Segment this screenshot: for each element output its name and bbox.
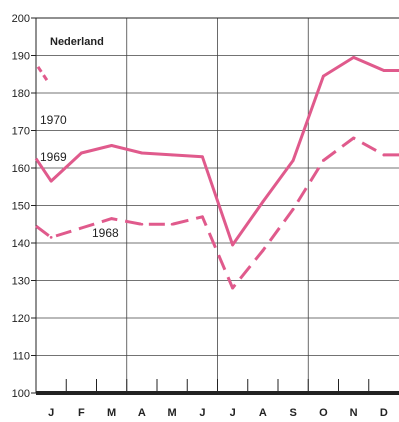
y-tick-label: 150 <box>12 201 30 213</box>
series-line-1970 <box>36 65 50 83</box>
y-tick-label: 100 <box>12 388 30 400</box>
series-label-1968: 1968 <box>92 226 119 240</box>
y-tick-label: 190 <box>12 51 30 63</box>
x-tick-label: A <box>138 407 146 419</box>
data-point <box>110 144 114 147</box>
y-tick-label: 140 <box>12 238 30 250</box>
data-point <box>321 74 325 78</box>
x-tick-label: O <box>319 407 328 419</box>
x-tick-label: S <box>289 407 296 419</box>
y-tick-label: 120 <box>12 313 30 325</box>
data-point <box>382 69 386 72</box>
data-point <box>382 153 386 157</box>
series-label-1970: 1970 <box>40 113 67 127</box>
y-tick-label: 160 <box>12 163 30 175</box>
y-tick-label: 200 <box>12 13 30 25</box>
data-point <box>79 226 83 230</box>
x-tick-label: A <box>259 407 267 419</box>
data-point <box>352 136 356 140</box>
y-tick-label: 110 <box>12 351 30 363</box>
data-point <box>140 151 144 155</box>
x-tick-label: D <box>380 407 388 419</box>
x-tick-label: J <box>48 407 54 419</box>
x-tick-label: M <box>107 407 116 419</box>
data-point <box>321 159 325 162</box>
data-point <box>231 286 235 290</box>
y-tick-label: 170 <box>12 126 30 138</box>
labels: 100 110 120 130 140 150 160 170 180 190 200 J F M A M J J… <box>12 13 388 419</box>
data-point <box>231 243 235 247</box>
data-point <box>79 151 83 155</box>
data-point <box>291 207 295 211</box>
data-point <box>110 217 114 221</box>
x-tick-label: M <box>168 407 177 419</box>
x-tick-label: N <box>350 407 358 419</box>
x-tick-label: J <box>199 407 205 419</box>
data-point <box>49 235 53 239</box>
data-point <box>170 153 174 157</box>
grid <box>36 17 399 394</box>
data-point <box>352 55 356 59</box>
y-tick-label: 180 <box>12 88 30 100</box>
data-point <box>170 222 174 226</box>
series <box>34 55 399 290</box>
data-point <box>200 215 204 219</box>
axes <box>31 17 399 395</box>
data-point <box>140 222 144 226</box>
data-point <box>261 249 265 252</box>
data-point <box>49 179 53 183</box>
y-tick-label: 130 <box>12 276 30 288</box>
data-point <box>200 155 204 159</box>
data-point <box>261 200 265 204</box>
series-line-1969 <box>34 55 399 247</box>
series-line-1968 <box>35 136 399 290</box>
x-tick-label: J <box>230 407 236 419</box>
series-label-1969: 1969 <box>40 150 67 164</box>
data-point <box>291 159 295 162</box>
x-tick-label: F <box>78 407 85 419</box>
region-label: Nederland <box>50 36 104 48</box>
